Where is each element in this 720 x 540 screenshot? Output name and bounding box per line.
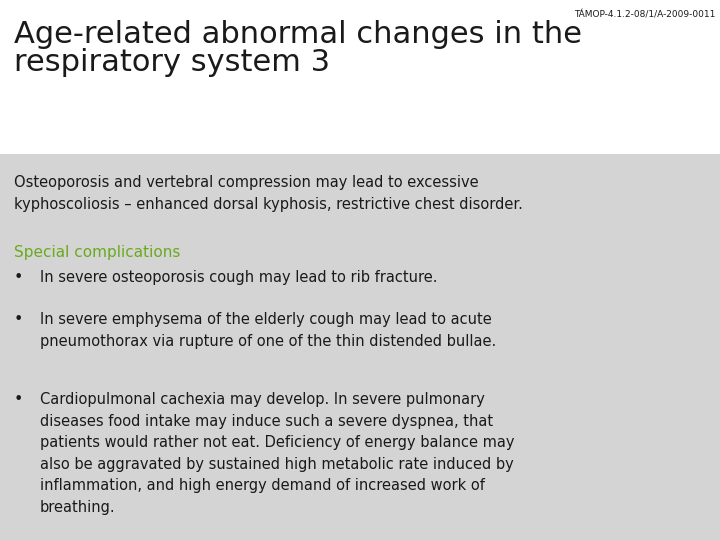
Text: In severe osteoporosis cough may lead to rib fracture.: In severe osteoporosis cough may lead to… xyxy=(40,270,438,285)
Text: TÁMOP-4.1.2-08/1/A-2009-0011: TÁMOP-4.1.2-08/1/A-2009-0011 xyxy=(574,10,715,19)
Text: Age-related abnormal changes in the: Age-related abnormal changes in the xyxy=(14,20,582,49)
Text: Osteoporosis and vertebral compression may lead to excessive
kyphoscoliosis – en: Osteoporosis and vertebral compression m… xyxy=(14,175,523,212)
Text: In severe emphysema of the elderly cough may lead to acute
pneumothorax via rupt: In severe emphysema of the elderly cough… xyxy=(40,312,496,349)
Text: respiratory system 3: respiratory system 3 xyxy=(14,48,330,77)
Bar xyxy=(0,0,720,154)
Text: •: • xyxy=(14,270,23,285)
Text: •: • xyxy=(14,312,23,327)
Text: •: • xyxy=(14,392,23,407)
Text: Cardiopulmonal cachexia may develop. In severe pulmonary
diseases food intake ma: Cardiopulmonal cachexia may develop. In … xyxy=(40,392,515,515)
Text: Special complications: Special complications xyxy=(14,245,181,260)
